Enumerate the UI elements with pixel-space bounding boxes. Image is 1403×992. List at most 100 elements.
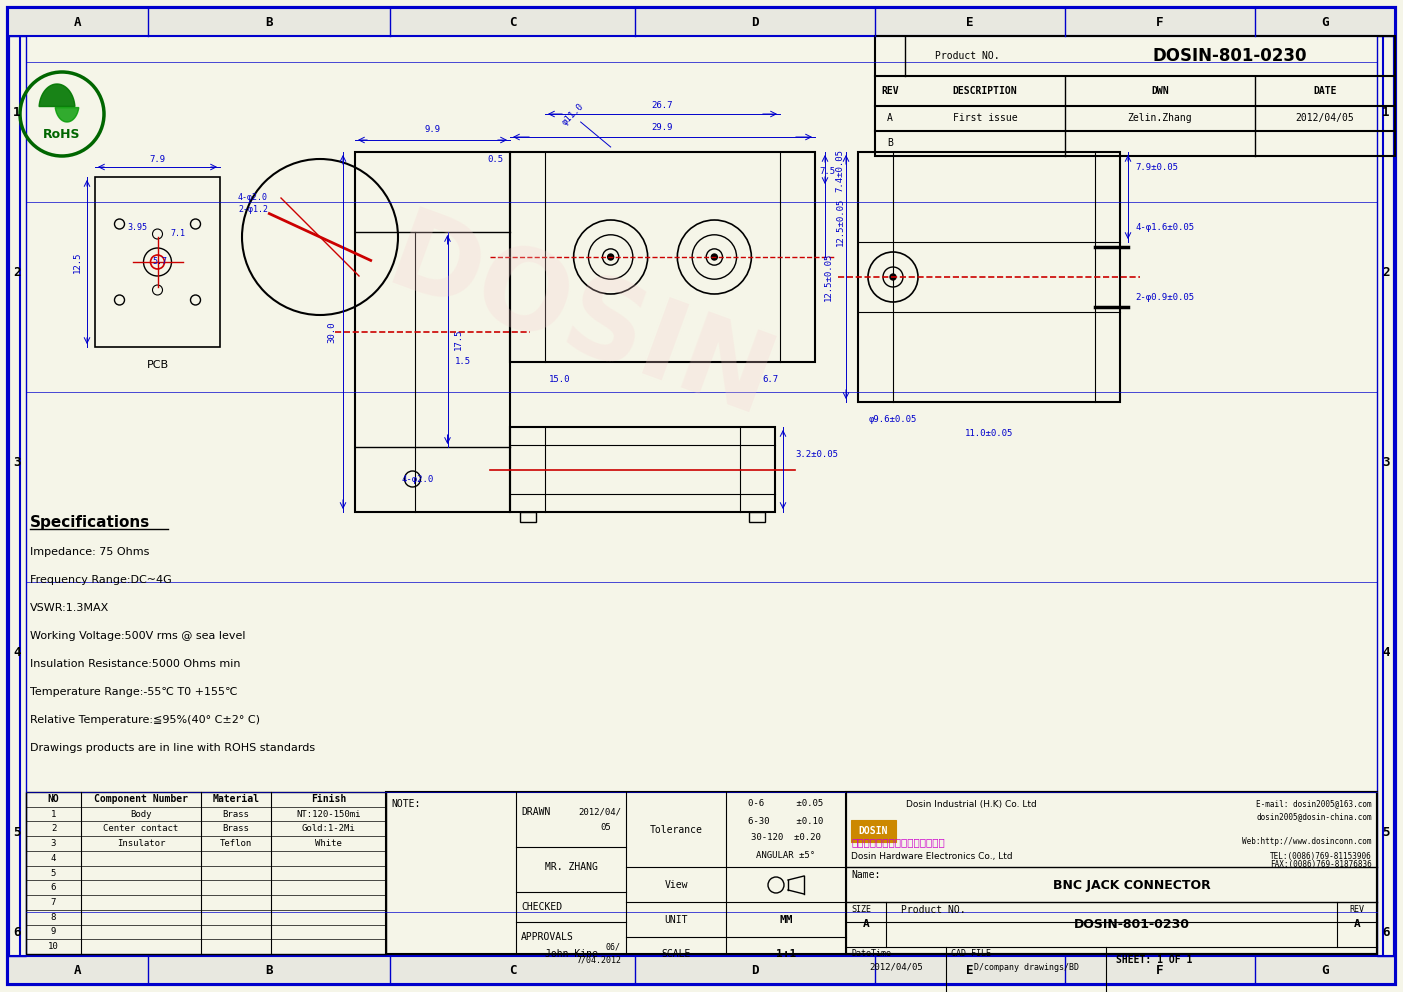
Text: Center contact: Center contact [104, 824, 178, 833]
Text: DOSIN-801-0230: DOSIN-801-0230 [1073, 918, 1190, 930]
Bar [749, 512, 765, 522]
Text: SIZE: SIZE [852, 906, 871, 915]
Text: Component Number: Component Number [94, 795, 188, 805]
Text: First issue: First issue [953, 113, 1017, 123]
Text: 7.4±0.05: 7.4±0.05 [836, 149, 845, 191]
Text: 4: 4 [13, 646, 21, 659]
Text: Finish: Finish [311, 795, 347, 805]
Text: A: A [887, 113, 892, 123]
Text: φ11.0: φ11.0 [560, 101, 585, 127]
Text: 3.2±0.05: 3.2±0.05 [796, 450, 838, 459]
Text: Material: Material [212, 795, 260, 805]
Text: C: C [509, 16, 516, 29]
Text: 2012/04/05: 2012/04/05 [868, 962, 923, 971]
Text: 1: 1 [51, 809, 56, 818]
Text: 3: 3 [1382, 455, 1390, 468]
Bar [511, 427, 774, 512]
Bar [846, 792, 1376, 954]
Text: Impedance: 75 Ohms: Impedance: 75 Ohms [29, 547, 149, 557]
Text: D: D [751, 16, 759, 29]
Text: 06/: 06/ [606, 942, 622, 951]
Text: 9.9: 9.9 [425, 126, 441, 135]
Bar [386, 792, 1376, 954]
Text: DWN: DWN [1152, 86, 1169, 96]
Text: 7.9: 7.9 [150, 155, 166, 164]
Text: φ9.6±0.05: φ9.6±0.05 [868, 416, 918, 425]
Text: 12.5±0.05: 12.5±0.05 [836, 197, 845, 246]
Circle shape [711, 254, 717, 260]
Text: E-mail: dosin2005@163.com: E-mail: dosin2005@163.com [1256, 800, 1372, 808]
Text: 6: 6 [51, 883, 56, 892]
Text: 2-φ0.9±0.05: 2-φ0.9±0.05 [1135, 293, 1194, 302]
Text: 9: 9 [51, 928, 56, 936]
Text: REV: REV [881, 86, 899, 96]
Text: 17.5: 17.5 [455, 328, 463, 350]
Text: B: B [265, 963, 272, 976]
Text: E: E [967, 963, 974, 976]
Text: A: A [1354, 919, 1361, 929]
Text: 10: 10 [48, 942, 59, 951]
Text: E: E [967, 16, 974, 29]
Text: CHECKED: CHECKED [521, 902, 563, 912]
Text: G: G [1322, 963, 1329, 976]
Text: DOSIN: DOSIN [373, 203, 787, 440]
Text: Specifications: Specifications [29, 515, 150, 530]
Text: Dosin Industrial (H.K) Co. Ltd: Dosin Industrial (H.K) Co. Ltd [906, 800, 1037, 808]
Text: 12.5±0.05: 12.5±0.05 [824, 253, 832, 302]
Text: 05: 05 [600, 822, 610, 831]
Text: D/company drawings/BD: D/company drawings/BD [974, 962, 1079, 971]
Text: 6-30     ±0.10: 6-30 ±0.10 [748, 816, 824, 825]
Text: 5.7: 5.7 [152, 258, 167, 267]
Text: 0-6      ±0.05: 0-6 ±0.05 [748, 800, 824, 808]
Text: Product NO.: Product NO. [901, 905, 965, 915]
Polygon shape [55, 107, 79, 122]
Text: 2: 2 [1382, 266, 1390, 279]
Text: RoHS: RoHS [43, 128, 81, 141]
Text: 4: 4 [1382, 646, 1390, 659]
Text: 2012/04/05: 2012/04/05 [1295, 113, 1354, 123]
Text: 11.0±0.05: 11.0±0.05 [965, 430, 1013, 438]
Text: B: B [265, 16, 272, 29]
Text: PCB: PCB [146, 360, 168, 370]
Text: ANGULAR ±5°: ANGULAR ±5° [756, 850, 815, 859]
Text: MM: MM [779, 915, 793, 925]
Text: NOTE:: NOTE: [391, 799, 421, 809]
Bar [8, 36, 27, 956]
Text: UNIT: UNIT [664, 915, 687, 925]
Text: 6: 6 [13, 926, 21, 938]
Text: 东菞市德素五金电子制品有限公司: 东菞市德素五金电子制品有限公司 [852, 837, 944, 847]
Text: DOSIN-801-0230: DOSIN-801-0230 [1153, 47, 1308, 65]
Text: 2-φ1.2: 2-φ1.2 [239, 205, 268, 214]
Text: 2: 2 [13, 266, 21, 279]
Text: DRAWN: DRAWN [521, 807, 550, 817]
Text: 5: 5 [1382, 825, 1390, 838]
Text: 1.5: 1.5 [455, 357, 470, 366]
Text: Teflon: Teflon [220, 839, 253, 848]
Text: Zelin.Zhang: Zelin.Zhang [1128, 113, 1193, 123]
Bar [1376, 36, 1395, 956]
Text: 6.7: 6.7 [762, 376, 779, 385]
Text: 1: 1 [13, 105, 21, 118]
Text: DESCRIPTION: DESCRIPTION [953, 86, 1017, 96]
Text: 29.9: 29.9 [652, 122, 673, 132]
Bar [852, 820, 897, 842]
Text: 3: 3 [51, 839, 56, 848]
Bar [95, 177, 220, 347]
Circle shape [890, 274, 897, 280]
Text: Insulator: Insulator [116, 839, 166, 848]
Text: SHEET: 1 OF 1: SHEET: 1 OF 1 [1115, 955, 1193, 965]
Text: Product NO.: Product NO. [934, 51, 999, 61]
Text: View: View [664, 880, 687, 890]
Text: 3: 3 [13, 455, 21, 468]
Text: 30-120  ±0.20: 30-120 ±0.20 [751, 833, 821, 842]
Text: 4-φ1.6±0.05: 4-φ1.6±0.05 [1135, 222, 1194, 231]
Text: 2012/04/: 2012/04/ [578, 807, 622, 816]
Text: White: White [316, 839, 342, 848]
Text: Body: Body [130, 809, 152, 818]
Text: Tolerance: Tolerance [650, 825, 703, 835]
Text: Web:http://www.dosinconn.com: Web:http://www.dosinconn.com [1243, 837, 1372, 846]
Text: G: G [1322, 16, 1329, 29]
Text: 7.9±0.05: 7.9±0.05 [1135, 163, 1179, 172]
Text: Insulation Resistance:5000 Ohms min: Insulation Resistance:5000 Ohms min [29, 659, 240, 669]
Text: NO: NO [48, 795, 59, 805]
